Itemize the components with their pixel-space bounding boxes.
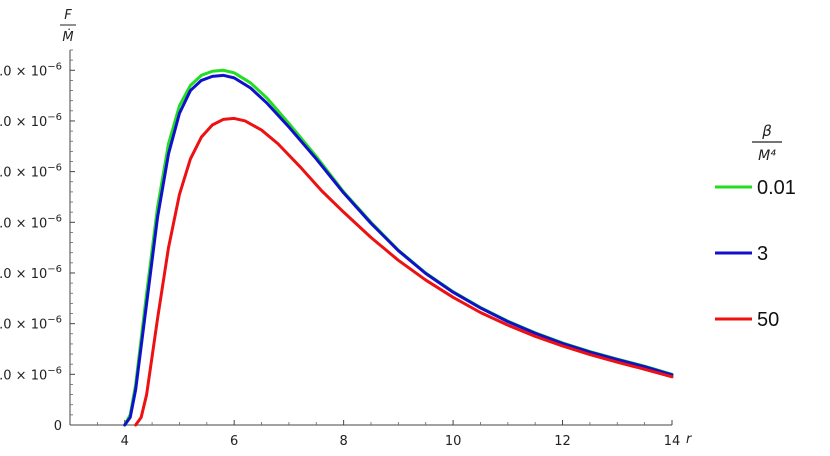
x-tick-label: 10 xyxy=(445,434,462,449)
x-tick-label: 14 xyxy=(664,434,681,449)
y-axis-label-numerator: F xyxy=(64,8,72,23)
y-ticks: 0 1.0 × 10−6 2.0 × 10−6 3.0 × 10−6 4.0 × 10−… xyxy=(0,49,75,434)
y-tick-label: 2.0 × 10−6 xyxy=(0,315,62,333)
series-line-0.01 xyxy=(123,68,674,427)
x-tick-label: 12 xyxy=(554,434,571,449)
y-tick-label: 6.0 × 10−6 xyxy=(0,112,62,130)
series-line-3 xyxy=(123,73,674,427)
x-tick-label: 8 xyxy=(339,434,347,449)
x-axis-label: r xyxy=(686,432,693,447)
legend-label-3: 3 xyxy=(757,243,768,265)
y-tick-label: 4.0 × 10−6 xyxy=(0,213,62,231)
legend: β M⁴ 0.01 3 50 xyxy=(715,122,796,331)
x-tick-label: 6 xyxy=(230,434,238,449)
y-axis-label-denominator: Ṁ xyxy=(62,29,73,45)
y-tick-label: 7.0 × 10−6 xyxy=(0,61,62,79)
x-tick-label: 4 xyxy=(121,434,129,449)
y-tick-label: 3.0 × 10−6 xyxy=(0,264,62,282)
y-tick-label: 0 xyxy=(54,419,62,434)
y-axis-label: F Ṁ xyxy=(60,8,76,45)
y-tick-label: 1.0 × 10−6 xyxy=(0,365,62,383)
series-line-50 xyxy=(134,116,674,427)
x-ticks: 4 6 8 10 12 14 xyxy=(96,420,681,449)
legend-title-numerator: β xyxy=(761,122,772,140)
series-layer xyxy=(123,68,674,427)
legend-title-denominator: M⁴ xyxy=(758,148,776,164)
legend-title: β M⁴ xyxy=(752,122,782,164)
legend-label-50: 50 xyxy=(757,309,779,331)
legend-items: 0.01 3 50 xyxy=(715,177,796,331)
y-tick-label: 5.0 × 10−6 xyxy=(0,163,62,181)
legend-label-0.01: 0.01 xyxy=(757,177,796,199)
